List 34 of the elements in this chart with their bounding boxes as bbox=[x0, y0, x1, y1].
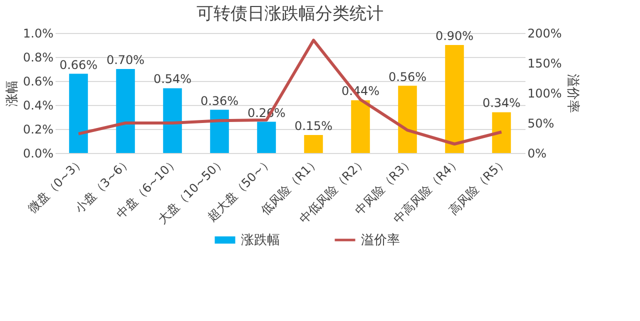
y2-tick-label: 50% bbox=[528, 116, 554, 130]
bar bbox=[445, 45, 464, 153]
data-label: 0.56% bbox=[388, 70, 427, 84]
bar bbox=[69, 74, 88, 153]
bar bbox=[351, 100, 370, 153]
bar bbox=[304, 135, 323, 153]
bar bbox=[116, 69, 135, 153]
bar bbox=[492, 112, 511, 153]
y-tick-label: 0.4% bbox=[23, 98, 54, 112]
data-label: 0.34% bbox=[482, 96, 521, 110]
y2-tick-label: 200% bbox=[528, 26, 562, 40]
y2-tick-label: 100% bbox=[528, 86, 562, 100]
y-tick-label: 0.2% bbox=[23, 122, 54, 136]
data-label: 0.15% bbox=[294, 119, 333, 133]
chart-title: 可转债日涨跌幅分类统计 bbox=[196, 4, 384, 24]
data-label: 0.90% bbox=[435, 29, 474, 43]
legend-label: 溢价率 bbox=[361, 232, 400, 248]
data-label: 0.70% bbox=[106, 53, 145, 67]
y2-tick-label: 150% bbox=[528, 56, 562, 70]
y-tick-label: 0.0% bbox=[23, 146, 54, 160]
data-label: 0.54% bbox=[153, 72, 192, 86]
y-tick-label: 0.8% bbox=[23, 50, 54, 64]
bar bbox=[398, 86, 417, 153]
bar bbox=[210, 110, 229, 153]
data-label: 0.36% bbox=[200, 94, 239, 108]
y2-axis-title: 溢价率 bbox=[564, 74, 581, 113]
bar bbox=[257, 122, 276, 153]
y2-tick-label: 0% bbox=[528, 146, 547, 160]
y-tick-label: 1.0% bbox=[23, 26, 54, 40]
y-tick-label: 0.6% bbox=[23, 74, 54, 88]
bar bbox=[163, 88, 182, 153]
legend-label: 涨跌幅 bbox=[241, 233, 280, 248]
y-axis-title: 涨幅 bbox=[5, 80, 20, 106]
data-label: 0.66% bbox=[59, 58, 98, 72]
